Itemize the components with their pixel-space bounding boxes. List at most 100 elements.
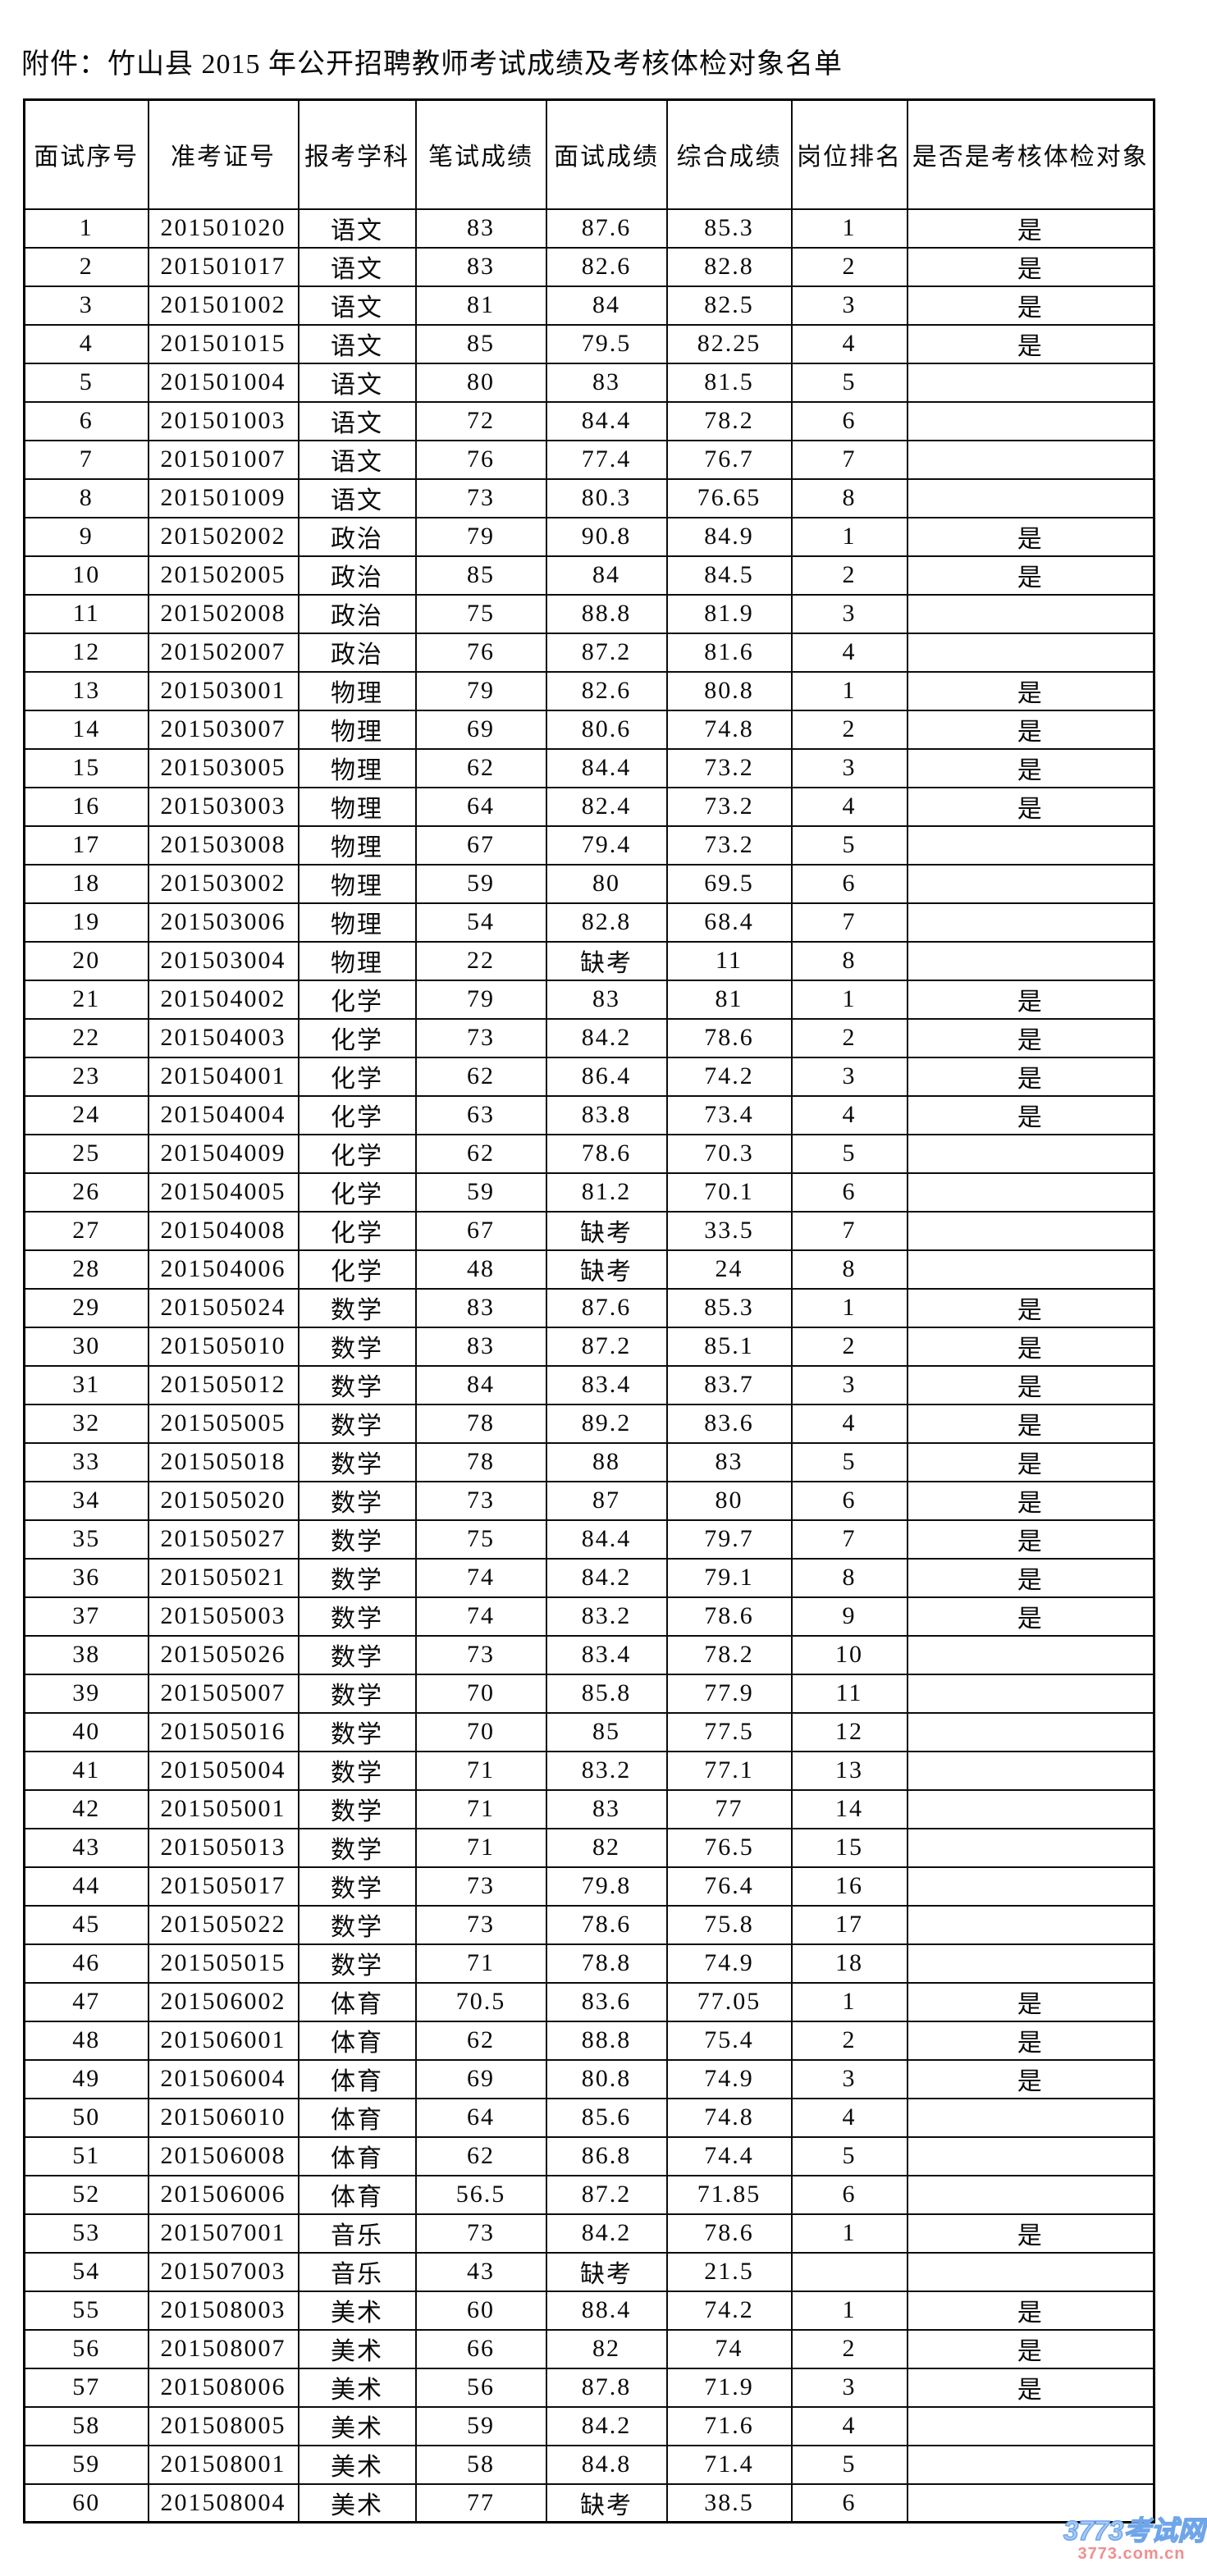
table-cell [906,632,1155,673]
table-cell: 2 [23,246,149,287]
table-row: 31 201505012 数学 84 83.4 83.7 3 是 [23,1364,1155,1405]
table-cell: 物理 [297,902,417,943]
table-cell: 77.1 [665,1750,793,1791]
table-row: 53 201507001 音乐 73 84.2 78.6 1 是 [23,2213,1155,2254]
table-cell: 2 [790,555,908,596]
table-cell: 88.4 [545,2290,668,2331]
table-cell: 48 [23,2020,149,2061]
table-cell [906,1904,1155,1945]
table-cell: 82.6 [545,246,668,287]
table-cell: 80 [545,863,668,904]
table-cell: 是 [906,2020,1155,2061]
table-cell [906,2174,1155,2215]
table-cell: 201508001 [147,2444,299,2485]
table-cell: 33 [23,1441,149,1482]
table-cell: 80 [414,362,547,403]
table-cell: 4 [790,2405,908,2446]
table-cell: 10 [23,555,149,596]
table-cell: 81 [414,285,547,326]
table-cell: 201506002 [147,1981,299,2022]
table-cell: 是 [906,786,1155,827]
table-cell: 76.7 [665,439,793,480]
table-cell: 74 [665,2328,793,2369]
table-cell: 201505018 [147,1441,299,1482]
table-cell: 是 [906,2290,1155,2331]
table-cell: 40 [23,1711,149,1752]
table-cell: 201508007 [147,2328,299,2369]
table-cell: 21 [23,979,149,1020]
table-row: 45 201505022 数学 73 78.6 75.8 17 [23,1904,1155,1945]
table-cell: 是 [906,709,1155,750]
table-cell: 71 [414,1943,547,1984]
table-cell: 82 [545,1827,668,1868]
table-cell: 78.2 [665,1634,793,1675]
table-cell: 201504001 [147,1056,299,1097]
table-cell: 201503003 [147,786,299,827]
table-cell: 83 [414,1287,547,1328]
table-row: 42 201505001 数学 71 83 77 14 [23,1788,1155,1829]
table-cell [906,1750,1155,1791]
table-cell: 20 [23,940,149,981]
table-cell: 是 [906,246,1155,287]
table-cell: 15 [790,1827,908,1868]
table-cell: 语文 [297,400,417,441]
table-cell: 2 [790,2328,908,2369]
table-cell: 75 [414,1519,547,1560]
table-row: 41 201505004 数学 71 83.2 77.1 13 [23,1750,1155,1791]
table-cell: 201505005 [147,1403,299,1444]
table-cell: 201507001 [147,2213,299,2254]
table-cell: 201505022 [147,1904,299,1945]
table-cell: 2 [790,2020,908,2061]
table-cell: 82.5 [665,285,793,326]
table-cell: 88.8 [545,593,668,634]
table-cell: 17 [23,824,149,866]
table-cell: 83.2 [545,1596,668,1637]
table-cell: 8 [23,477,149,518]
table-cell: 11 [23,593,149,634]
table-cell: 84.4 [545,1519,668,1560]
table-cell: 美术 [297,2444,417,2485]
table-cell: 201507003 [147,2251,299,2292]
table-cell: 物理 [297,863,417,904]
table-cell: 76.65 [665,477,793,518]
table-cell: 体育 [297,2174,417,2215]
table-cell: 50 [23,2097,149,2138]
table-cell: 体育 [297,2058,417,2099]
table-cell: 75.8 [665,1904,793,1945]
table-row: 55 201508003 美术 60 88.4 74.2 1 是 [23,2290,1155,2331]
table-cell: 是 [906,1287,1155,1328]
table-row: 28 201504006 化学 48 缺考 24 8 [23,1249,1155,1290]
table-cell: 是 [906,979,1155,1020]
table-cell: 31 [23,1364,149,1405]
table-cell [906,863,1155,904]
table-cell: 85 [414,555,547,596]
table-cell: 60 [23,2482,149,2523]
table-cell: 54 [414,902,547,943]
table-cell: 13 [790,1750,908,1791]
table-cell: 85.3 [665,208,793,249]
table-cell: 是 [906,2367,1155,2408]
table-cell: 数学 [297,1711,417,1752]
table-cell: 68.4 [665,902,793,943]
table-cell: 78 [414,1441,547,1482]
table-cell: 24 [665,1249,793,1290]
table-cell: 52 [23,2174,149,2215]
table-cell: 11 [665,940,793,981]
table-cell: 83.2 [545,1750,668,1791]
table-cell: 缺考 [545,1210,668,1251]
table-cell: 是 [906,747,1155,788]
header-cell: 面试序号 [23,98,149,210]
table-row: 1 201501020 语文 83 87.6 85.3 1 是 [23,208,1155,249]
table-cell: 201504008 [147,1210,299,1251]
table-cell: 70.1 [665,1172,793,1213]
table-cell: 11 [790,1673,908,1714]
table-row: 33 201505018 数学 78 88 83 5 是 [23,1441,1155,1482]
table-cell: 73.2 [665,786,793,827]
table-cell: 体育 [297,1981,417,2022]
table-cell: 27 [23,1210,149,1251]
table-cell: 物理 [297,940,417,981]
table-cell: 25 [23,1133,149,1174]
table-row: 3 201501002 语文 81 84 82.5 3 是 [23,285,1155,326]
table-cell: 66 [414,2328,547,2369]
